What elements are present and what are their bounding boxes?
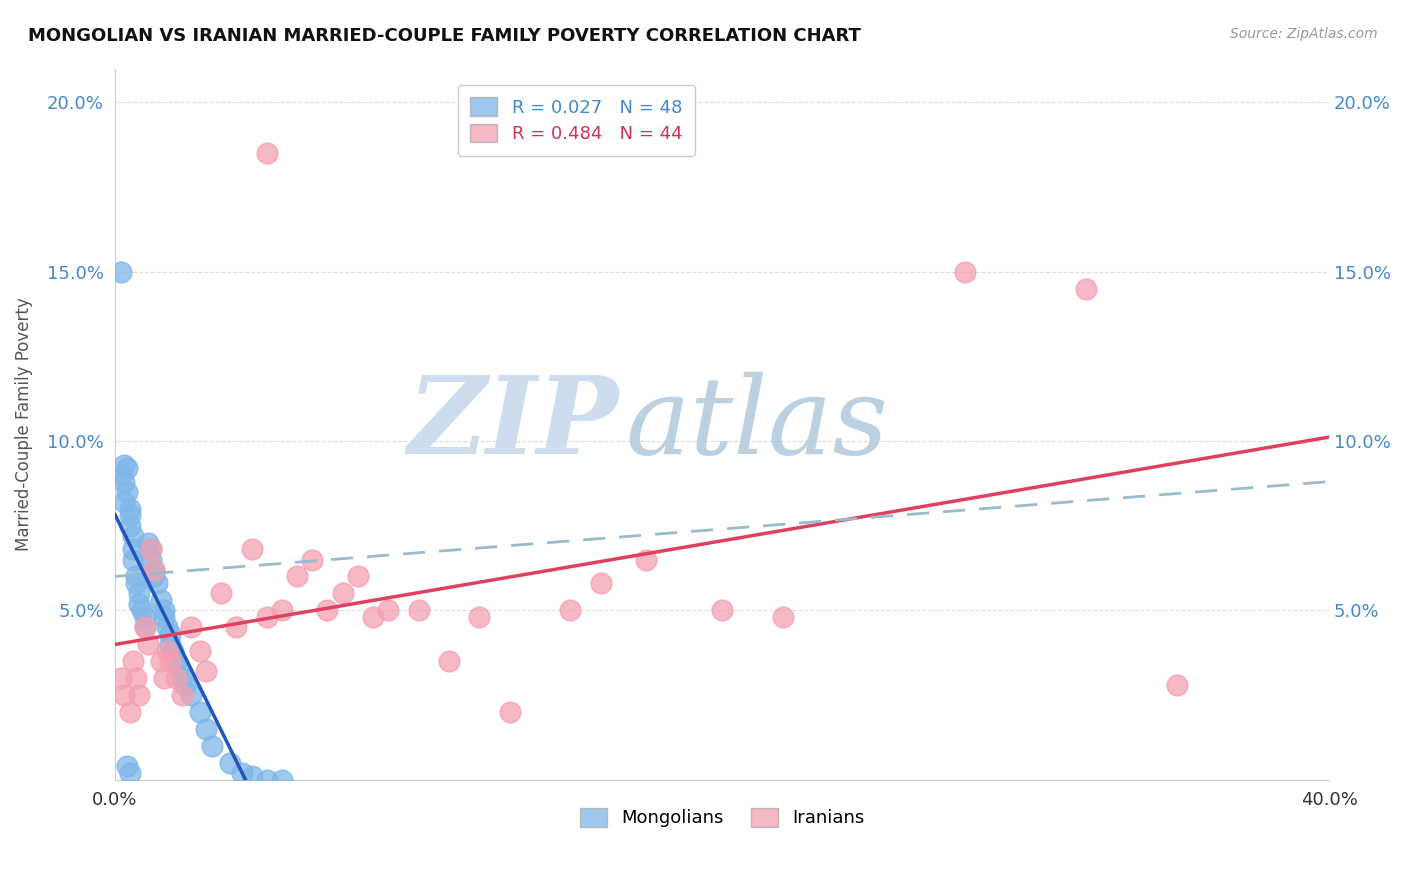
Point — [240, 769, 263, 783]
Point — [141, 552, 163, 566]
Point — [143, 563, 166, 577]
Y-axis label: Married-Couple Family Poverty: Married-Couple Family Poverty — [15, 297, 32, 551]
Point — [152, 671, 174, 685]
Point — [120, 705, 142, 719]
Point — [138, 637, 160, 651]
Point — [134, 620, 156, 634]
Point — [134, 610, 156, 624]
Point — [231, 765, 253, 780]
Point — [408, 603, 430, 617]
Point — [122, 552, 145, 566]
Point — [138, 535, 160, 549]
Point — [256, 610, 278, 624]
Point — [301, 552, 323, 566]
Point — [125, 569, 148, 583]
Point — [143, 569, 166, 583]
Point — [125, 671, 148, 685]
Point — [115, 461, 138, 475]
Point — [122, 654, 145, 668]
Point — [560, 603, 582, 617]
Point — [437, 654, 460, 668]
Point — [159, 627, 181, 641]
Point — [149, 654, 172, 668]
Point — [143, 563, 166, 577]
Point — [195, 665, 218, 679]
Point — [120, 501, 142, 516]
Text: atlas: atlas — [624, 371, 889, 476]
Point — [155, 620, 177, 634]
Point — [188, 644, 211, 658]
Point — [271, 603, 294, 617]
Point — [316, 603, 339, 617]
Point — [112, 688, 135, 702]
Point — [122, 542, 145, 557]
Text: Source: ZipAtlas.com: Source: ZipAtlas.com — [1230, 27, 1378, 41]
Point — [149, 593, 172, 607]
Point — [120, 765, 142, 780]
Point — [110, 265, 132, 279]
Point — [125, 576, 148, 591]
Point — [120, 518, 142, 533]
Point — [201, 739, 224, 753]
Point — [256, 772, 278, 787]
Point — [195, 722, 218, 736]
Point — [134, 620, 156, 634]
Point — [170, 688, 193, 702]
Point — [170, 671, 193, 685]
Point — [361, 610, 384, 624]
Point — [152, 603, 174, 617]
Point — [711, 603, 734, 617]
Point — [209, 586, 232, 600]
Point — [120, 508, 142, 523]
Point — [115, 484, 138, 499]
Text: ZIP: ZIP — [408, 371, 619, 477]
Point — [188, 705, 211, 719]
Point — [332, 586, 354, 600]
Point — [141, 542, 163, 557]
Point — [271, 772, 294, 787]
Point — [159, 654, 181, 668]
Point — [377, 603, 399, 617]
Point — [167, 661, 190, 675]
Point — [112, 475, 135, 489]
Point — [772, 610, 794, 624]
Point — [146, 576, 169, 591]
Legend: Mongolians, Iranians: Mongolians, Iranians — [572, 801, 872, 835]
Point — [173, 678, 195, 692]
Point — [240, 542, 263, 557]
Point — [110, 671, 132, 685]
Point — [347, 569, 370, 583]
Point — [128, 586, 150, 600]
Point — [115, 759, 138, 773]
Point — [636, 552, 658, 566]
Point — [128, 688, 150, 702]
Point — [953, 265, 976, 279]
Point — [256, 146, 278, 161]
Point — [110, 467, 132, 482]
Text: MONGOLIAN VS IRANIAN MARRIED-COUPLE FAMILY POVERTY CORRELATION CHART: MONGOLIAN VS IRANIAN MARRIED-COUPLE FAMI… — [28, 27, 860, 45]
Point — [468, 610, 491, 624]
Point — [122, 529, 145, 543]
Point — [285, 569, 308, 583]
Point — [1166, 678, 1188, 692]
Point — [162, 644, 184, 658]
Point — [498, 705, 520, 719]
Point — [128, 597, 150, 611]
Point — [180, 620, 202, 634]
Point — [152, 610, 174, 624]
Point — [159, 637, 181, 651]
Point — [1076, 282, 1098, 296]
Point — [589, 576, 612, 591]
Point — [165, 654, 187, 668]
Point — [131, 603, 153, 617]
Point — [141, 542, 163, 557]
Point — [112, 458, 135, 472]
Point — [165, 671, 187, 685]
Point — [180, 688, 202, 702]
Point — [112, 495, 135, 509]
Point — [155, 644, 177, 658]
Point — [219, 756, 242, 770]
Point — [225, 620, 247, 634]
